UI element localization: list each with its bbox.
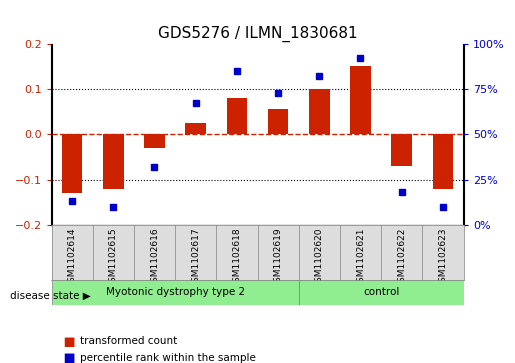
- Bar: [62, 134, 82, 193]
- Text: GSM1102619: GSM1102619: [273, 228, 283, 289]
- Text: percentile rank within the sample: percentile rank within the sample: [80, 352, 256, 363]
- Bar: [268, 109, 288, 134]
- Text: GSM1102620: GSM1102620: [315, 228, 324, 288]
- Text: GSM1102622: GSM1102622: [397, 228, 406, 288]
- Text: Myotonic dystrophy type 2: Myotonic dystrophy type 2: [106, 287, 245, 297]
- Text: GSM1102616: GSM1102616: [150, 228, 159, 289]
- Bar: [309, 89, 330, 134]
- Text: GSM1102615: GSM1102615: [109, 228, 118, 289]
- Text: GSM1102617: GSM1102617: [191, 228, 200, 289]
- Bar: [144, 134, 165, 148]
- Text: GSM1102618: GSM1102618: [232, 228, 242, 289]
- Text: GSM1102622: GSM1102622: [397, 228, 406, 288]
- Text: GSM1102614: GSM1102614: [67, 228, 77, 288]
- Text: GSM1102615: GSM1102615: [109, 228, 118, 289]
- Text: GSM1102614: GSM1102614: [67, 228, 77, 288]
- Text: GSM1102623: GSM1102623: [438, 228, 448, 288]
- Text: disease state ▶: disease state ▶: [10, 291, 91, 301]
- Text: ▪: ▪: [62, 332, 75, 351]
- Text: control: control: [363, 287, 399, 297]
- Text: ▪: ▪: [62, 348, 75, 363]
- Text: GSM1102621: GSM1102621: [356, 228, 365, 288]
- Text: GSM1102621: GSM1102621: [356, 228, 365, 288]
- Text: GSM1102620: GSM1102620: [315, 228, 324, 288]
- Bar: [227, 98, 247, 134]
- Text: GSM1102617: GSM1102617: [191, 228, 200, 289]
- Bar: [103, 134, 124, 189]
- Text: GSM1102618: GSM1102618: [232, 228, 242, 289]
- Text: GSM1102623: GSM1102623: [438, 228, 448, 288]
- Bar: [433, 134, 453, 189]
- Text: GSM1102616: GSM1102616: [150, 228, 159, 289]
- FancyBboxPatch shape: [52, 280, 299, 305]
- FancyBboxPatch shape: [299, 280, 464, 305]
- Text: GDS5276 / ILMN_1830681: GDS5276 / ILMN_1830681: [158, 25, 357, 42]
- Bar: [350, 66, 371, 134]
- Bar: [391, 134, 412, 166]
- Text: GSM1102619: GSM1102619: [273, 228, 283, 289]
- Bar: [185, 123, 206, 134]
- Text: transformed count: transformed count: [80, 336, 177, 346]
